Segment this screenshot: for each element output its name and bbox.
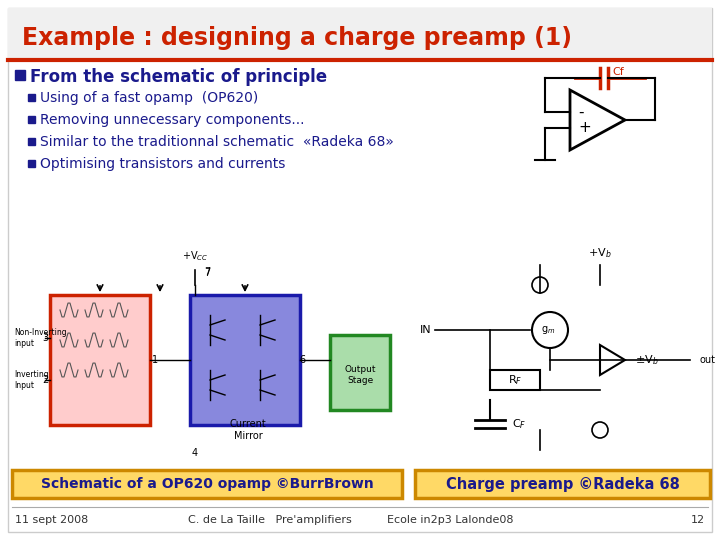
Bar bbox=[28, 138, 35, 145]
Text: Charge preamp ©Radeka 68: Charge preamp ©Radeka 68 bbox=[446, 476, 680, 491]
Text: g$_m$: g$_m$ bbox=[541, 324, 555, 336]
Bar bbox=[415, 255, 710, 470]
Text: C. de La Taille   Pre'amplifiers: C. de La Taille Pre'amplifiers bbox=[188, 515, 352, 525]
Text: Ecole in2p3 Lalonde08: Ecole in2p3 Lalonde08 bbox=[387, 515, 513, 525]
Text: 1: 1 bbox=[152, 355, 158, 365]
Text: ±V$_b$: ±V$_b$ bbox=[635, 353, 659, 367]
Text: 3: 3 bbox=[42, 333, 48, 343]
Text: out: out bbox=[700, 355, 716, 365]
Bar bbox=[50, 295, 150, 425]
Text: From the schematic of principle: From the schematic of principle bbox=[30, 68, 327, 86]
Text: Removing unnecessary components...: Removing unnecessary components... bbox=[40, 113, 305, 127]
Text: C$_F$: C$_F$ bbox=[512, 417, 526, 431]
Text: -: - bbox=[578, 105, 583, 119]
Text: +V$_b$: +V$_b$ bbox=[588, 246, 612, 260]
Text: 12: 12 bbox=[691, 515, 705, 525]
Text: IN: IN bbox=[420, 325, 431, 335]
Text: Output
Stage: Output Stage bbox=[344, 365, 376, 384]
Text: R$_F$: R$_F$ bbox=[508, 373, 522, 387]
Text: Optimising transistors and currents: Optimising transistors and currents bbox=[40, 157, 285, 171]
Bar bbox=[28, 93, 35, 100]
Bar bbox=[415, 470, 710, 498]
Text: 4: 4 bbox=[192, 448, 198, 458]
Text: Non-Inverting
input: Non-Inverting input bbox=[14, 328, 67, 348]
Text: Cf: Cf bbox=[612, 67, 624, 77]
Text: 7: 7 bbox=[204, 267, 210, 277]
Bar bbox=[28, 116, 35, 123]
Bar bbox=[28, 159, 35, 166]
Text: 11 sept 2008: 11 sept 2008 bbox=[15, 515, 89, 525]
Bar bbox=[330, 335, 390, 410]
Text: +: + bbox=[578, 120, 590, 136]
Bar bbox=[490, 370, 540, 390]
Text: Example : designing a charge preamp (1): Example : designing a charge preamp (1) bbox=[22, 26, 572, 50]
Bar bbox=[12, 470, 402, 498]
Text: 2: 2 bbox=[42, 375, 48, 385]
Text: 6: 6 bbox=[299, 355, 305, 365]
Text: Schematic of a OP620 opamp ©BurrBrown: Schematic of a OP620 opamp ©BurrBrown bbox=[40, 477, 374, 491]
Bar bbox=[12, 255, 402, 470]
Bar bbox=[8, 8, 712, 58]
Text: Current
Mirror: Current Mirror bbox=[230, 419, 266, 441]
Text: Similar to the traditionnal schematic  «Radeka 68»: Similar to the traditionnal schematic «R… bbox=[40, 135, 394, 149]
Text: Using of a fast opamp  (OP620): Using of a fast opamp (OP620) bbox=[40, 91, 258, 105]
Text: +V$_{CC}$: +V$_{CC}$ bbox=[182, 249, 208, 263]
Bar bbox=[190, 295, 300, 425]
Bar bbox=[15, 70, 25, 80]
Text: 7: 7 bbox=[204, 268, 210, 278]
Text: Inverting
Input: Inverting Input bbox=[14, 370, 49, 390]
